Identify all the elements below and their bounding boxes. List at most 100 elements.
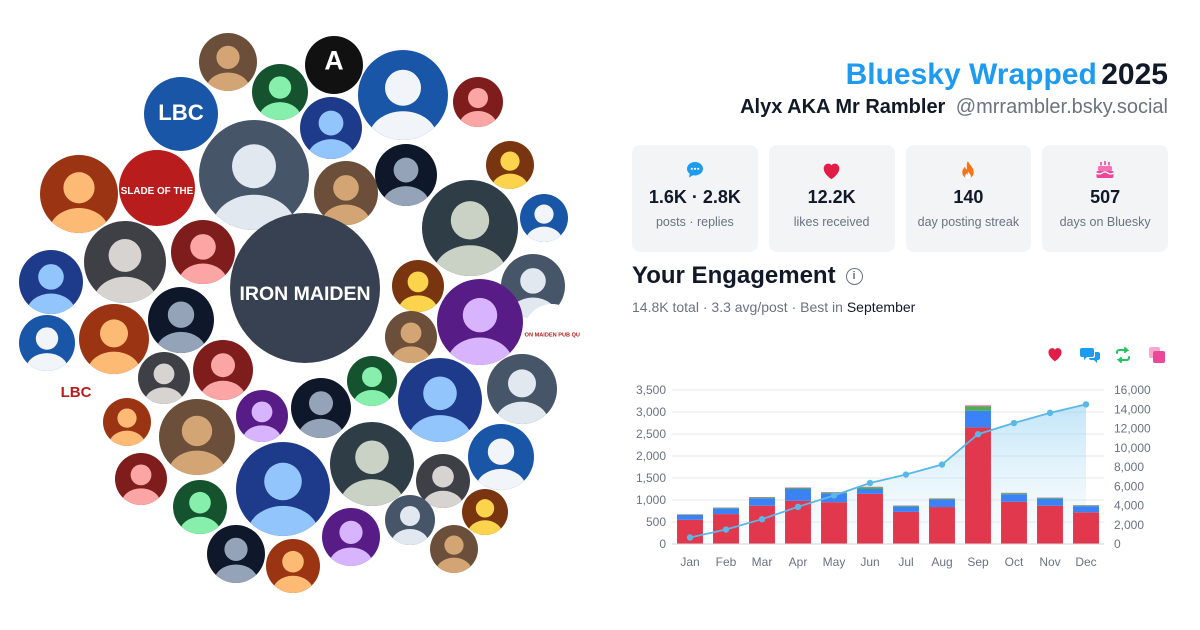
avatar[interactable] <box>79 304 149 374</box>
avatar-logo[interactable]: IRON MAIDEN PUB QUIZ <box>524 304 580 360</box>
avatar[interactable] <box>358 50 448 140</box>
avatar[interactable] <box>462 489 508 535</box>
cumulative-line <box>689 403 1087 539</box>
x-tick-label: Jun <box>860 555 879 569</box>
bar-reposts-aug <box>929 498 955 500</box>
avatar[interactable] <box>437 279 523 365</box>
avatar[interactable] <box>347 356 397 406</box>
avatar[interactable] <box>430 525 478 573</box>
cumulative-point <box>794 503 802 511</box>
avatar[interactable] <box>236 390 288 442</box>
stat-card-posts: 1.6K · 2.8K posts · replies <box>632 145 758 252</box>
stat-label: day posting streak <box>917 215 1020 229</box>
x-tick-label: May <box>823 555 846 569</box>
avatar[interactable] <box>291 378 351 438</box>
cumulative-point <box>902 471 910 478</box>
avatar[interactable] <box>19 315 75 371</box>
quotes-icon[interactable] <box>1148 346 1168 366</box>
year-label: 2025 <box>1101 58 1168 91</box>
avatar[interactable] <box>300 97 362 159</box>
cumulative-point <box>938 461 946 468</box>
y2-tick-label: 10,000 <box>1114 441 1151 455</box>
avatar[interactable] <box>19 250 83 314</box>
cumulative-point <box>1010 419 1018 427</box>
avatar[interactable] <box>199 33 257 91</box>
bar-likes-nov <box>1037 505 1063 544</box>
avatar-logo[interactable]: LBC <box>51 368 101 418</box>
avatar[interactable] <box>266 539 320 593</box>
avatar[interactable] <box>468 424 534 490</box>
chart-legend <box>1046 346 1168 366</box>
cumulative-point <box>722 526 730 533</box>
x-tick-label: Sep <box>967 555 989 569</box>
bar-replies-jun <box>857 489 883 494</box>
y2-tick-label: 12,000 <box>1114 422 1151 436</box>
avatar[interactable] <box>236 442 330 536</box>
avatar-logo[interactable]: A <box>305 36 363 94</box>
avatar[interactable] <box>252 64 308 120</box>
avatar[interactable] <box>148 287 214 353</box>
brand-title: Bluesky Wrapped <box>845 58 1097 91</box>
bar-reposts-dec <box>1073 505 1099 507</box>
replies-icon[interactable] <box>1080 346 1100 366</box>
bar-likes-may <box>821 502 847 544</box>
avatar[interactable] <box>84 221 166 303</box>
bar-replies-mar <box>749 498 775 506</box>
cumulative-point <box>866 479 874 487</box>
x-tick-label: Feb <box>716 555 737 569</box>
avatar[interactable] <box>207 525 265 583</box>
avatar[interactable] <box>115 453 167 505</box>
bar-replies-dec <box>1073 506 1099 513</box>
x-tick-label: Jul <box>898 555 913 569</box>
bar-likes-dec <box>1073 512 1099 544</box>
info-icon[interactable]: i <box>845 267 863 285</box>
svg-text:SLADE OF THE: SLADE OF THE <box>121 186 194 197</box>
avatar[interactable] <box>193 340 253 400</box>
avatar[interactable] <box>138 352 190 404</box>
bar-likes-sep <box>965 427 991 544</box>
avatar-logo[interactable]: IRON MAIDEN <box>230 213 380 363</box>
y2-tick-label: 0 <box>1114 537 1121 551</box>
bar-reposts-oct <box>1001 493 1027 495</box>
user-handle[interactable]: @mrrambler.bsky.social <box>955 96 1168 118</box>
x-tick-label: Nov <box>1039 555 1060 569</box>
bar-replies-oct <box>1001 494 1027 502</box>
avatar-logo[interactable]: SLADE OF THE <box>119 150 195 226</box>
avatar[interactable] <box>416 454 470 508</box>
avatar[interactable] <box>520 194 568 242</box>
bar-likes-jul <box>893 511 919 544</box>
y-tick-label: 2,000 <box>636 449 666 463</box>
avatar[interactable] <box>173 480 227 534</box>
avatar[interactable] <box>159 399 235 475</box>
avatar[interactable] <box>314 161 378 225</box>
svg-text:LBC: LBC <box>158 100 204 125</box>
avatar[interactable] <box>171 220 235 284</box>
avatar[interactable] <box>330 422 414 506</box>
engagement-title: Your Engagement <box>632 262 836 289</box>
cumulative-point <box>830 492 838 499</box>
avatar[interactable] <box>453 77 503 127</box>
avatar[interactable] <box>486 141 534 189</box>
reposts-icon[interactable] <box>1114 346 1134 366</box>
avatar[interactable] <box>322 508 380 566</box>
svg-text:LBC: LBC <box>61 384 92 401</box>
avatar[interactable] <box>103 398 151 446</box>
bar-reposts-apr <box>785 487 811 489</box>
bar-replies-jul <box>893 506 919 512</box>
avatar[interactable] <box>40 155 118 233</box>
avatar[interactable] <box>392 260 444 312</box>
x-tick-label: Apr <box>789 555 808 569</box>
avatar[interactable] <box>385 311 437 363</box>
avatar[interactable] <box>375 144 437 206</box>
avatar[interactable] <box>398 358 482 442</box>
avatar[interactable] <box>422 180 518 276</box>
bar-quotes-sep <box>965 405 991 407</box>
avatar-logo[interactable]: LBC <box>144 77 218 151</box>
bar-reposts-sep <box>965 406 991 411</box>
engagement-total-label: total <box>672 299 699 315</box>
stat-label: days on Bluesky <box>1059 215 1151 229</box>
likes-heart-icon[interactable] <box>1046 346 1066 366</box>
avatar[interactable] <box>385 495 435 545</box>
engagement-best-month: September <box>846 299 916 315</box>
avatar[interactable] <box>487 354 557 424</box>
